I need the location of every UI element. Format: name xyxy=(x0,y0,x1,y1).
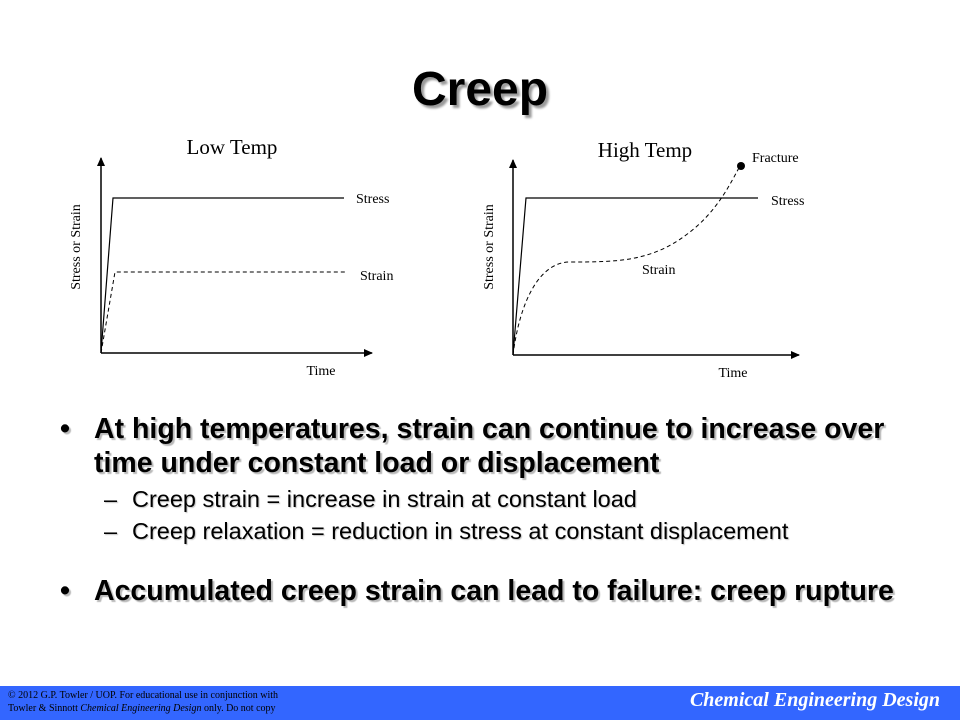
bullet-text: Accumulated creep strain can lead to fai… xyxy=(94,575,894,607)
slide-title: Creep xyxy=(411,63,549,116)
sub-bullet-item: – Creep strain = increase in strain at c… xyxy=(60,484,920,514)
bullet-dash: – xyxy=(104,486,118,512)
copyright-line-1: © 2012 G.P. Towler / UOP. For educationa… xyxy=(8,690,279,701)
low-temp-x-axis-label: Time xyxy=(306,364,335,379)
bullet-dot: • xyxy=(60,575,70,607)
low-temp-strain-line xyxy=(100,271,345,354)
copyright-line-2-suffix: only. Do not copy xyxy=(201,703,276,714)
high-temp-y-axis-label: Stress or Strain xyxy=(482,204,497,290)
low-temp-stress-line xyxy=(100,197,344,354)
fracture-point xyxy=(737,162,745,170)
fracture-label: Fracture xyxy=(752,151,799,166)
copyright-notice: © 2012 G.P. Towler / UOP. For educationa… xyxy=(8,689,278,715)
high-temp-strain-curve xyxy=(512,165,741,356)
copyright-book-title: Chemical Engineering Design xyxy=(80,703,202,714)
bullet-dash: – xyxy=(104,518,118,544)
footer-brand: Chemical Engineering Design xyxy=(689,689,940,711)
low-temp-stress-label: Stress xyxy=(356,192,389,207)
low-temp-diagram: Low Temp Stress or Strain Time Stress St… xyxy=(69,135,393,379)
footer-bar: © 2012 G.P. Towler / UOP. For educationa… xyxy=(0,686,960,720)
bullet-list: • At high temperatures, strain can conti… xyxy=(60,412,920,608)
creep-diagram: Low Temp Stress or Strain Time Stress St… xyxy=(69,135,804,381)
high-temp-x-axis-label: Time xyxy=(718,366,747,381)
high-temp-stress-label: Stress xyxy=(771,194,804,209)
bullet-dot: • xyxy=(60,413,70,445)
sub-bullet-text: Creep relaxation = reduction in stress a… xyxy=(132,518,789,544)
high-temp-stress-line xyxy=(512,197,758,356)
bullet-item: • At high temperatures, strain can conti… xyxy=(60,412,920,480)
low-temp-strain-label: Strain xyxy=(360,269,393,284)
sub-bullet-item: – Creep relaxation = reduction in stress… xyxy=(60,516,920,546)
bullet-text: At high temperatures, strain can continu… xyxy=(94,413,885,479)
low-temp-heading: Low Temp xyxy=(187,135,278,159)
sub-bullet-text: Creep strain = increase in strain at con… xyxy=(132,486,637,512)
copyright-line-2-prefix: Towler & Sinnott xyxy=(8,703,81,714)
bullet-item: • Accumulated creep strain can lead to f… xyxy=(60,574,920,608)
high-temp-heading: High Temp xyxy=(598,138,692,162)
high-temp-strain-label: Strain xyxy=(642,263,675,278)
high-temp-diagram: High Temp Stress or Strain Time Fracture… xyxy=(482,138,804,381)
low-temp-y-axis-label: Stress or Strain xyxy=(69,204,84,290)
